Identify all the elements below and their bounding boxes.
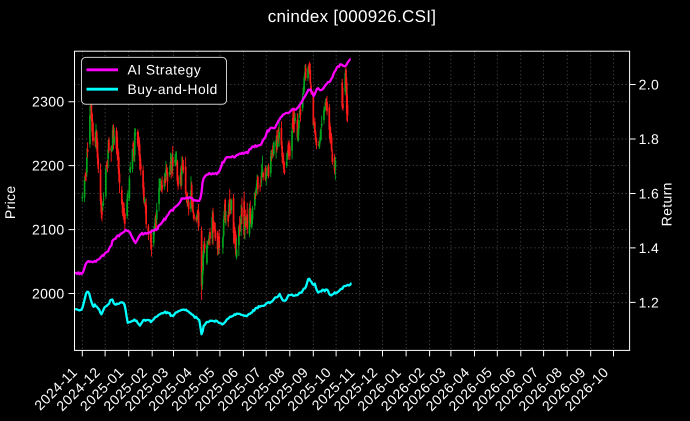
svg-text:1.8: 1.8 [639,131,660,147]
svg-text:Price: Price [2,185,18,219]
svg-text:2200: 2200 [32,158,65,174]
svg-text:Buy-and-Hold: Buy-and-Hold [128,82,218,97]
svg-text:1.4: 1.4 [639,240,660,256]
svg-text:2.0: 2.0 [639,76,660,92]
svg-text:cnindex [000926.CSI]: cnindex [000926.CSI] [268,7,437,26]
svg-text:2100: 2100 [32,222,65,238]
svg-text:AI Strategy: AI Strategy [128,62,202,77]
svg-text:Return: Return [659,182,675,226]
svg-text:1.6: 1.6 [639,185,660,201]
svg-text:2300: 2300 [32,94,65,110]
svg-text:1.2: 1.2 [639,294,660,310]
svg-text:2000: 2000 [32,285,65,301]
